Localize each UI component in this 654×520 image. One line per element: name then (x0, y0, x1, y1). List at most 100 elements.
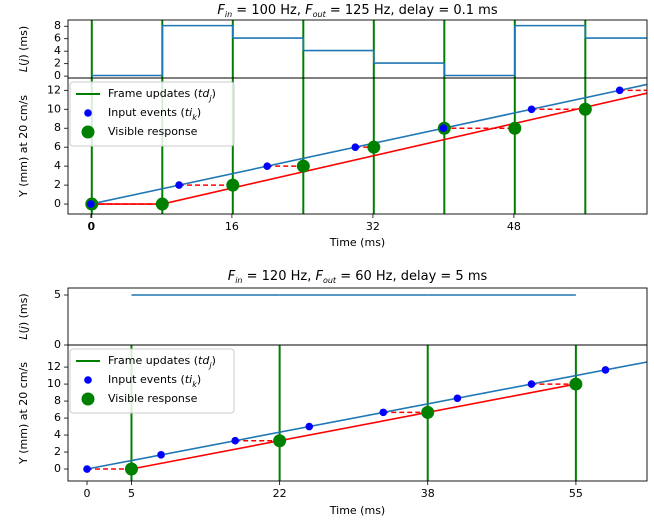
visible-response (421, 405, 435, 419)
input-event (453, 394, 462, 403)
x-axis-label: Time (ms) (329, 236, 385, 249)
input-event (601, 366, 610, 374)
y-tick-label: 12 (47, 83, 61, 96)
y-tick-label: 0 (54, 69, 61, 82)
text-run: j (208, 94, 212, 103)
text-run: ti (185, 106, 192, 119)
x-tick-label: 0 (84, 487, 91, 500)
y-tick-label: 8 (54, 19, 61, 32)
legend-label: Visible response (108, 392, 198, 405)
text-run: F (315, 269, 323, 284)
text-run: L (17, 334, 30, 340)
legend-swatch (81, 125, 95, 139)
input-event (527, 105, 536, 114)
y-tick-label: 6 (54, 32, 61, 45)
x-tick-label: 5 (128, 487, 135, 500)
y-tick-label: 0 (54, 197, 61, 210)
legend-swatch (84, 109, 92, 117)
y-tick-label: 0 (54, 338, 61, 351)
text-run: k (192, 380, 197, 389)
chart-title: Fin = 120 Hz, Fout = 60 Hz, delay = 5 ms (228, 269, 488, 286)
x-tick-label: 32 (366, 220, 380, 233)
legend-label: Input events (tik) (108, 106, 201, 122)
x-tick-label: 16 (225, 220, 239, 233)
input-event (351, 143, 360, 151)
input-event (527, 380, 536, 388)
text-run: Frame updates ( (108, 354, 198, 367)
visible-response (155, 197, 169, 211)
y-tick-label: 10 (47, 102, 61, 115)
text-run: ( (17, 329, 30, 333)
text-run: ) (197, 373, 201, 386)
text-run: Input events ( (108, 106, 185, 119)
axes-frame (67, 287, 648, 346)
text-run: ti (185, 373, 192, 386)
text-run: td (198, 87, 210, 100)
input-event (87, 200, 95, 208)
axes-frame (67, 19, 648, 79)
legend-box (69, 348, 235, 414)
text-run: j (17, 325, 30, 331)
legend-label: Input events (tik) (108, 373, 201, 389)
text-run: Frame updates ( (108, 87, 198, 100)
text-run: out (323, 276, 337, 285)
visible-response (569, 377, 583, 391)
visible-response (508, 121, 522, 135)
text-run: ) (ms) (17, 26, 30, 59)
x-tick-label: 38 (421, 487, 435, 500)
text-run: j (208, 361, 212, 370)
y-tick-label: 0 (54, 462, 61, 475)
text-run: ) (212, 87, 216, 100)
y-tick-label: 12 (47, 360, 61, 373)
y-tick-label: 2 (54, 57, 61, 70)
visible-response (578, 102, 592, 116)
text-run: k (192, 113, 197, 122)
y-tick-label: 4 (54, 159, 61, 172)
legend-label: Visible response (108, 125, 198, 138)
x-tick-label: 0 (88, 220, 95, 233)
legend-label: Frame updates (tdj) (108, 354, 216, 370)
input-event (157, 451, 165, 459)
input-event (263, 162, 271, 170)
response-line (131, 383, 577, 470)
input-event (83, 465, 91, 473)
text-run: ) (ms) (17, 293, 30, 326)
legend: Frame updates (tdj)Input events (tik)Vis… (69, 81, 235, 147)
text-run: = 60 Hz, delay = 5 ms (336, 269, 487, 284)
y-tick-label: 8 (54, 121, 61, 134)
y-tick-label: 5 (54, 288, 61, 301)
y-tick-label: 2 (54, 445, 61, 458)
legend: Frame updates (tdj)Input events (tik)Vis… (69, 348, 235, 414)
y-axis-label: Y (mm) at 20 cm/s (17, 95, 30, 198)
text-run: F (305, 3, 313, 18)
text-run: ) (197, 106, 201, 119)
visible-response (124, 462, 138, 476)
y-axis-label: L(j) (ms) (17, 26, 30, 72)
y-axis-label: L(j) (ms) (17, 293, 30, 339)
input-event (439, 124, 448, 133)
legend-label: Frame updates (tdj) (108, 87, 216, 103)
text-run: F (228, 269, 236, 284)
text-run: Input events ( (108, 373, 185, 386)
text-run: ) (212, 354, 216, 367)
text-run: out (313, 10, 327, 19)
input-event (615, 86, 624, 95)
y-tick-label: 6 (54, 411, 61, 424)
x-tick-label: 55 (569, 487, 583, 500)
input-event (231, 436, 239, 445)
y-tick-label: 6 (54, 140, 61, 153)
y-tick-label: 4 (54, 428, 61, 441)
motion-line (86, 361, 648, 470)
x-axis-label: Time (ms) (329, 504, 385, 517)
input-event (175, 181, 183, 189)
y-tick-label: 10 (47, 377, 61, 390)
legend-swatch (81, 392, 95, 406)
text-run: = 100 Hz, (232, 3, 305, 18)
text-run: = 125 Hz, delay = 0.1 ms (326, 3, 498, 18)
text-run: in (225, 10, 232, 19)
text-run: td (198, 354, 210, 367)
legend-box (69, 81, 235, 147)
legend-swatch (84, 376, 92, 384)
visible-response (296, 159, 310, 173)
